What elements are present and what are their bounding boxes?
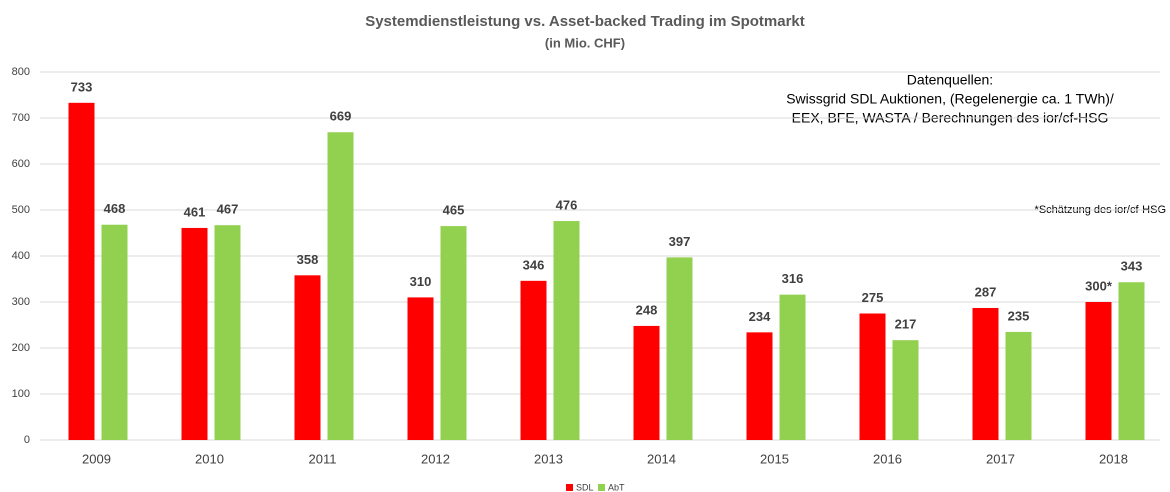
bar	[779, 294, 806, 440]
value-label: 217	[895, 317, 917, 332]
y-tick-label: 0	[24, 434, 30, 446]
bar	[327, 132, 354, 440]
y-tick-label: 800	[12, 66, 30, 78]
bar	[1005, 331, 1032, 440]
value-label: 669	[330, 109, 352, 124]
bar	[666, 257, 693, 440]
bar	[181, 227, 208, 440]
x-tick-label: 2018	[1099, 451, 1128, 466]
bar	[1085, 302, 1112, 440]
value-label: 358	[297, 252, 319, 267]
bar	[746, 332, 773, 440]
y-tick-label: 400	[12, 250, 30, 262]
x-tick-label: 2016	[873, 451, 902, 466]
chart-subtitle: (in Mio. CHF)	[545, 35, 625, 50]
value-label: 468	[104, 201, 126, 216]
x-tick-label: 2015	[760, 451, 789, 466]
bar	[520, 280, 547, 440]
bar	[553, 221, 580, 440]
value-label: 476	[556, 197, 578, 212]
value-label: 287	[975, 284, 997, 299]
x-tick-label: 2010	[195, 451, 224, 466]
value-label: 461	[184, 204, 206, 219]
legend-label: AbT	[608, 482, 625, 492]
bar	[101, 224, 128, 440]
bar	[892, 340, 919, 440]
bar	[440, 226, 467, 440]
bar	[972, 307, 999, 440]
bar	[1118, 282, 1145, 440]
value-label: 343	[1121, 259, 1143, 274]
y-tick-label: 700	[12, 112, 30, 124]
x-tick-label: 2013	[534, 451, 563, 466]
value-label: 467	[217, 202, 239, 217]
y-tick-label: 500	[12, 204, 30, 216]
x-tick-label: 2011	[309, 451, 337, 466]
bar	[859, 313, 886, 440]
value-label: 316	[782, 271, 804, 286]
legend-swatch	[598, 484, 605, 491]
y-tick-label: 100	[12, 388, 30, 400]
value-label: 300*	[1085, 278, 1113, 293]
bar	[214, 225, 241, 440]
bar	[294, 275, 321, 440]
value-label: 248	[636, 302, 658, 317]
y-tick-label: 200	[12, 342, 30, 354]
value-label: 235	[1008, 308, 1030, 323]
x-tick-label: 2009	[82, 451, 111, 466]
chart-title: Systemdienstleistung vs. Asset-backed Tr…	[365, 13, 805, 30]
annotation: Swissgrid SDL Auktionen, (Regelenergie c…	[786, 91, 1114, 107]
legend-label: SDL	[576, 482, 594, 492]
x-tick-label: 2017	[986, 451, 1015, 466]
annotation: Datenquellen:	[907, 72, 993, 88]
value-label: 397	[669, 234, 691, 249]
y-tick-label: 300	[12, 296, 30, 308]
value-label: 346	[523, 257, 545, 272]
y-tick-label: 600	[12, 158, 30, 170]
value-label: 733	[71, 79, 93, 94]
value-label: 310	[410, 274, 432, 289]
value-label: 465	[443, 203, 465, 218]
bar	[407, 297, 434, 440]
x-tick-label: 2012	[421, 451, 450, 466]
value-label: 275	[862, 290, 884, 305]
bar	[68, 102, 95, 440]
legend-swatch	[566, 484, 573, 491]
value-label: 234	[749, 309, 771, 324]
bar	[633, 325, 660, 440]
x-tick-label: 2014	[647, 451, 676, 466]
